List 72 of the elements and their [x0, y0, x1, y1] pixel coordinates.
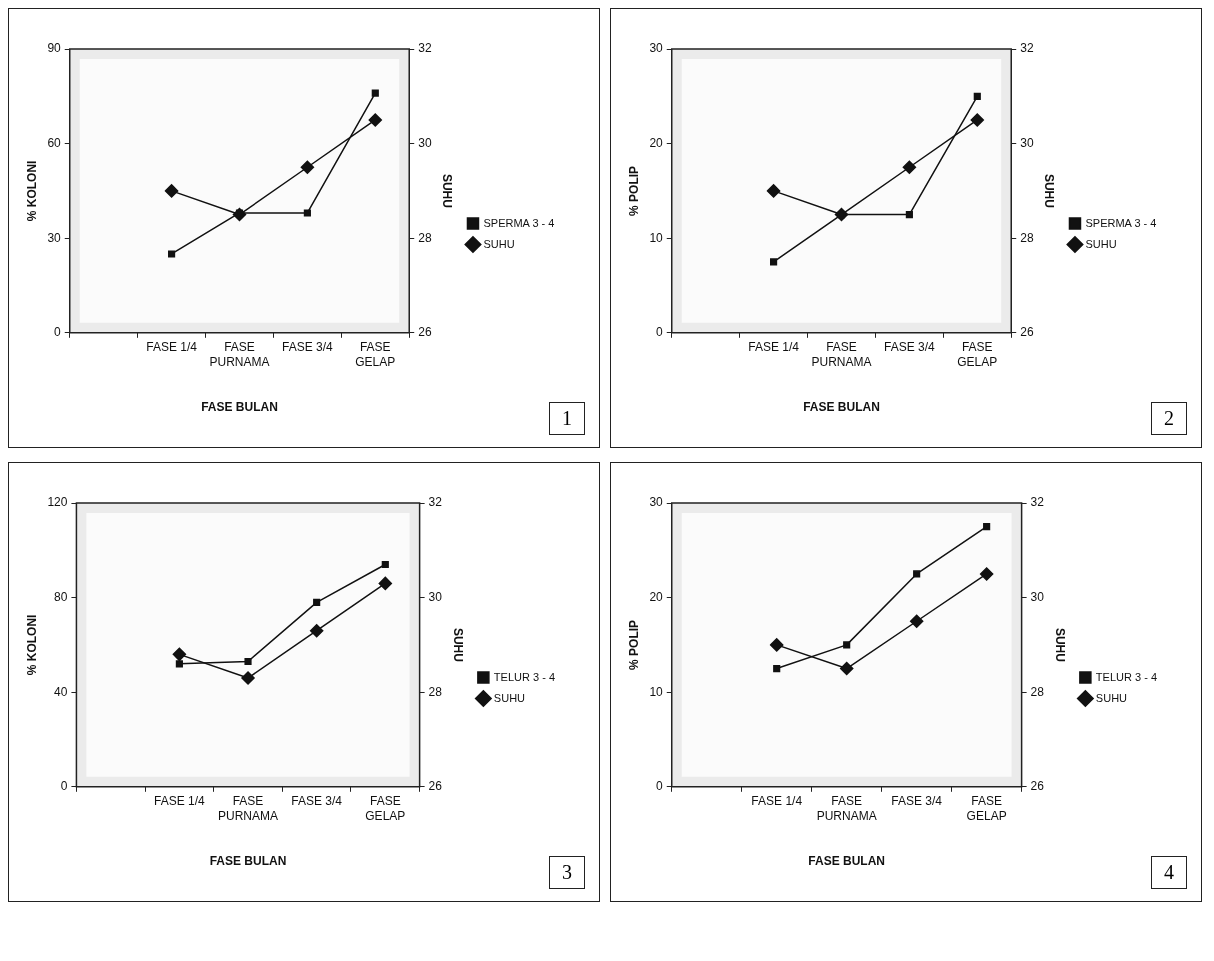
legend-label: SPERMA 3 - 4	[1085, 216, 1157, 229]
legend-label: TELUR 3 - 4	[1095, 670, 1158, 683]
y2-tick-label: 28	[418, 230, 432, 245]
y-tick-label: 80	[54, 589, 68, 604]
y2-axis-title: SUHU	[450, 627, 465, 662]
y-tick-label: 20	[649, 589, 664, 604]
y-tick-label: 0	[54, 325, 62, 340]
x-tick-label: FASE 3/4	[884, 340, 936, 355]
x-axis-title: FASE BULAN	[808, 854, 886, 869]
y-tick-label: 120	[47, 495, 68, 510]
y-tick-label: 10	[649, 684, 664, 699]
x-axis-title: FASE BULAN	[209, 854, 287, 869]
y-axis-title: % KOLONI	[24, 160, 39, 222]
y-tick-label: 0	[656, 325, 664, 340]
y-tick-label: 30	[47, 230, 62, 245]
y2-tick-label: 32	[1020, 41, 1034, 56]
x-tick-label: FASE PURNAMA	[816, 794, 877, 823]
y-axis-title: % KOLONI	[24, 614, 39, 676]
x-tick-label: FASE 1/4	[154, 794, 206, 809]
legend-label: TELUR 3 - 4	[493, 670, 556, 683]
x-tick-label: FASE PURNAMA	[811, 340, 872, 369]
y-tick-label: 30	[649, 495, 664, 510]
y2-tick-label: 30	[1030, 589, 1045, 604]
x-tick-label: FASE 3/4	[891, 794, 943, 809]
y-axis-title: % POLIP	[626, 619, 641, 670]
x-tick-label: FASE 1/4	[748, 340, 800, 355]
y2-tick-label: 26	[1030, 779, 1045, 794]
y2-axis-title: SUHU	[440, 173, 455, 208]
y2-tick-label: 28	[428, 684, 443, 699]
x-tick-label: FASE GELAP	[957, 340, 998, 369]
legend-label: SUHU	[483, 237, 515, 250]
legend-label: SUHU	[1095, 691, 1128, 704]
y-tick-label: 0	[656, 779, 664, 794]
y2-tick-label: 32	[428, 495, 443, 510]
y2-tick-label: 26	[418, 325, 432, 340]
x-tick-label: FASE 1/4	[146, 340, 198, 355]
text: 4	[1151, 856, 1187, 889]
y2-tick-label: 32	[1030, 495, 1045, 510]
y-tick-label: 60	[47, 135, 62, 150]
x-tick-label: FASE 1/4	[751, 794, 803, 809]
y-tick-label: 30	[649, 41, 664, 56]
legend-label: SUHU	[493, 691, 526, 704]
legend-label: SUHU	[1085, 237, 1117, 250]
y-tick-label: 20	[649, 135, 664, 150]
x-axis-title: FASE BULAN	[803, 400, 880, 415]
x-axis-title: FASE BULAN	[201, 400, 278, 415]
y2-tick-label: 26	[1020, 325, 1034, 340]
x-tick-label: FASE GELAP	[966, 794, 1007, 823]
legend-label: SPERMA 3 - 4	[483, 216, 555, 229]
y2-tick-label: 30	[1020, 135, 1034, 150]
y2-axis-title: SUHU	[1052, 627, 1067, 662]
x-tick-label: FASE PURNAMA	[218, 794, 279, 823]
x-tick-label: FASE 3/4	[282, 340, 334, 355]
y-axis-title: % POLIP	[626, 165, 641, 216]
text: 3	[549, 856, 585, 889]
y-tick-label: 10	[649, 230, 664, 245]
text: 2	[1151, 402, 1187, 435]
text: 1	[549, 402, 585, 435]
y-tick-label: 40	[54, 684, 68, 699]
y2-tick-label: 28	[1020, 230, 1034, 245]
x-tick-label: FASE GELAP	[355, 340, 396, 369]
y2-tick-label: 28	[1030, 684, 1045, 699]
y2-tick-label: 26	[428, 779, 443, 794]
y2-tick-label: 30	[428, 589, 443, 604]
y-tick-label: 90	[47, 41, 62, 56]
x-tick-label: FASE 3/4	[291, 794, 343, 809]
x-tick-label: FASE PURNAMA	[209, 340, 270, 369]
y2-axis-title: SUHU	[1042, 173, 1057, 208]
x-tick-label: FASE GELAP	[365, 794, 406, 823]
y2-tick-label: 32	[418, 41, 432, 56]
y-tick-label: 0	[60, 779, 68, 794]
y2-tick-label: 30	[418, 135, 432, 150]
